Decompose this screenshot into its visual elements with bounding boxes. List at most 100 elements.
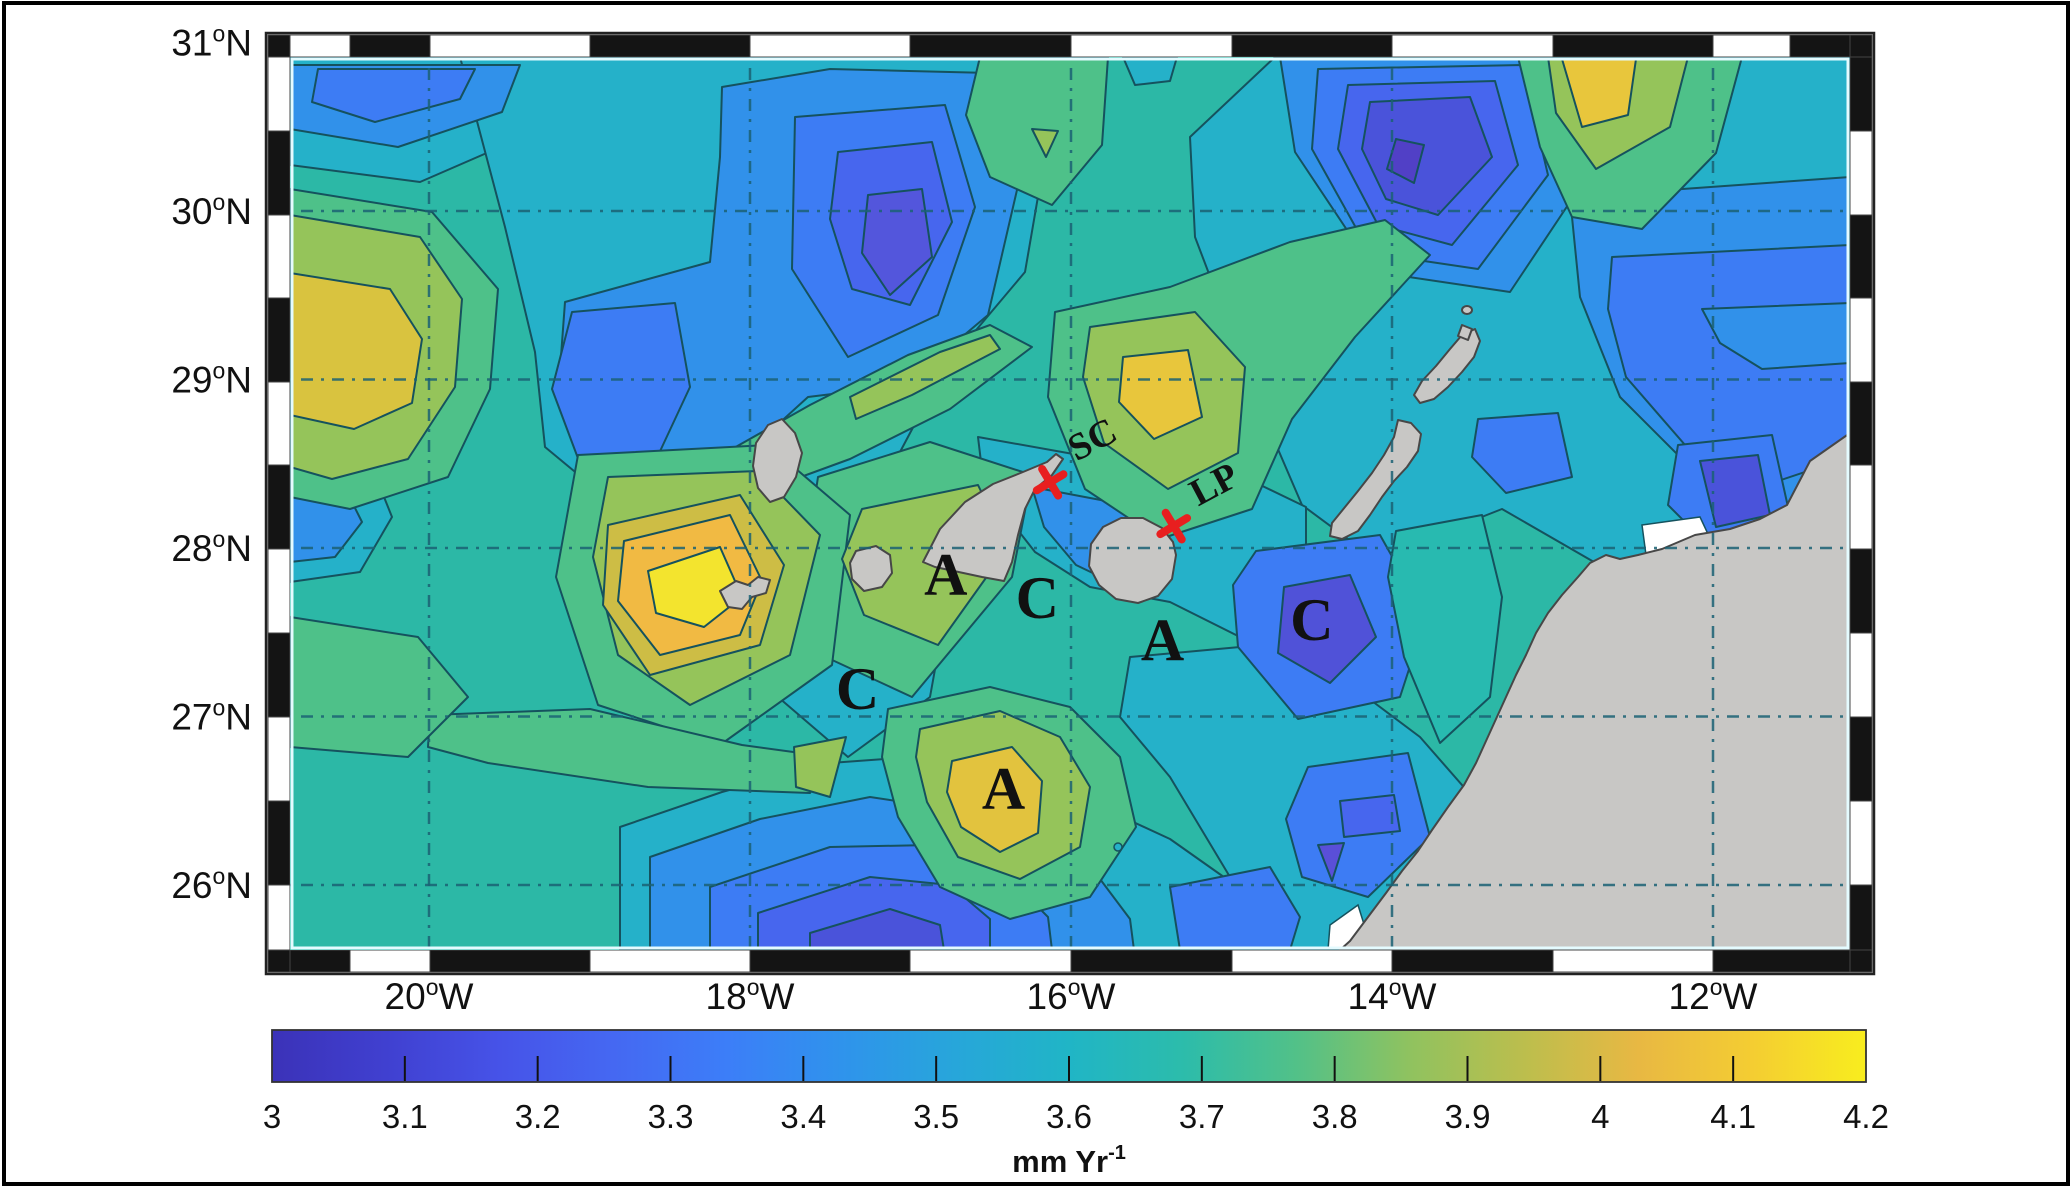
colorbar-tick-label-3.6: 3.6	[1046, 1098, 1092, 1135]
lat-tick-label-31°N: 31oN	[171, 21, 252, 64]
frame-corner-block	[267, 34, 291, 58]
lon-tick-label-16°W: 16oW	[1027, 974, 1116, 1017]
lon-tick-label-14°W: 14oW	[1348, 974, 1437, 1017]
frame-checker-segment	[1231, 34, 1393, 58]
lon-tick-label-20°W: 20oW	[385, 974, 474, 1017]
frame-checker-segment	[1789, 34, 1851, 58]
frame-checker-segment	[1712, 34, 1791, 58]
map-frame-checkered	[264, 31, 1876, 976]
frame-checker-segment	[267, 464, 291, 550]
frame-checker-segment	[267, 716, 291, 802]
colorbar-ticks	[403, 1056, 1735, 1081]
frame-checker-segment	[429, 34, 591, 58]
station-x-marker-SC	[1032, 464, 1068, 500]
islet-la-graciosa	[1457, 324, 1473, 341]
colorbar-tick-label-3.1: 3.1	[382, 1098, 428, 1135]
lon-tick-label-12°W: 12oW	[1669, 974, 1758, 1017]
colorbar-tick-labels: 3 3.1 3.2 3.3 3.4 3.5 3.6 3.7 3.8 3.9 4 4.1 4.2	[263, 1098, 1889, 1135]
lat-tick-label-26°N: 26oN	[171, 863, 252, 906]
frame-corner-block	[267, 949, 291, 973]
latitude-axis-labels: 31oN 30oN 29oN 28oN 27oN 26oN	[171, 21, 252, 907]
lat-tick-label-29°N: 29oN	[171, 358, 252, 401]
frame-checker-segment	[1231, 949, 1393, 973]
frame-checker-segment	[909, 949, 1072, 973]
longitude-axis-labels: 20oW 18oW 16oW 14oW 12oW	[385, 974, 1758, 1017]
frame-checker-segment	[267, 884, 291, 951]
island-lanzarote	[1413, 328, 1481, 404]
eddy-label-A-0: A	[924, 541, 967, 607]
frame-checker-segment	[267, 381, 291, 466]
frame-checker-segment	[349, 949, 431, 973]
frame-checker-segment	[1712, 949, 1851, 973]
frame-checker-segment	[429, 949, 591, 973]
contour-speck	[1113, 842, 1123, 852]
colorbar-tick-label-3.8: 3.8	[1312, 1098, 1358, 1135]
frame-checker-segment	[1391, 949, 1554, 973]
frame-checker-segment	[749, 949, 911, 973]
frame-checker-segment	[1849, 214, 1873, 299]
contour-bands-yellow	[290, 58, 1637, 853]
station-x-marker-LP	[1156, 508, 1192, 544]
island-el-hierro	[719, 576, 771, 610]
eddy-label-A-5: A	[982, 755, 1025, 821]
colorbar-tick-label-4.2: 4.2	[1843, 1098, 1889, 1135]
frame-checker-segment	[289, 34, 351, 58]
colorbar-tick-label-3.3: 3.3	[648, 1098, 694, 1135]
colorbar-tick-label-3.5: 3.5	[913, 1098, 959, 1135]
frame-checker-segment	[1849, 800, 1873, 886]
frame-checker-segment	[909, 34, 1072, 58]
frame-corner-block	[1849, 34, 1873, 58]
frame-checker-segment	[749, 34, 911, 58]
contour-bands-indigo	[757, 80, 1771, 950]
frame-checker-segment	[1849, 884, 1873, 951]
colorbar-tick-label-3.7: 3.7	[1179, 1098, 1225, 1135]
colorbar-tick-label-3.9: 3.9	[1445, 1098, 1491, 1135]
island-gran-canaria	[1088, 517, 1177, 604]
frame-checker-segment	[289, 949, 351, 973]
frame-checker-segment	[1391, 34, 1554, 58]
graticule	[290, 57, 1850, 950]
frame-checker-segment	[1552, 34, 1714, 58]
lat-tick-label-30°N: 30oN	[171, 189, 252, 232]
eddy-label-C-1: C	[836, 656, 879, 722]
frame-checker-segment	[267, 800, 291, 886]
frame-checker-segment	[267, 130, 291, 216]
frame-checker-segment	[1849, 632, 1873, 718]
frame-checker-segment	[267, 56, 291, 132]
frame-checker-segment	[267, 214, 291, 299]
frame-checker-segment	[349, 34, 431, 58]
lat-tick-label-28°N: 28oN	[171, 526, 252, 569]
colorbar: 3 3.1 3.2 3.3 3.4 3.5 3.6 3.7 3.8 3.9 4 4.1 4.2 mm Y…	[263, 1029, 1889, 1179]
islet-alegranza	[1461, 305, 1473, 315]
lon-tick-label-18°W: 18oW	[706, 974, 795, 1017]
eddy-label-C-2: C	[1016, 565, 1059, 631]
frame-outline	[264, 31, 1876, 976]
eddy-label-A-3: A	[1141, 607, 1184, 673]
colorbar-tick-label-4.1: 4.1	[1710, 1098, 1756, 1135]
frame-checker-segment	[1849, 716, 1873, 802]
frame-checker-segment	[1552, 949, 1714, 973]
frame-checker-segment	[267, 548, 291, 634]
colorbar-tick-label-3.4: 3.4	[780, 1098, 826, 1135]
frame-checker-segment	[589, 949, 751, 973]
frame-checker-segment	[589, 34, 751, 58]
colorbar-tick-label-4: 4	[1591, 1098, 1609, 1135]
frame-checker-segment	[1849, 548, 1873, 634]
frame-checker-segment	[1849, 464, 1873, 550]
frame-checker-segment	[1849, 56, 1873, 132]
frame-corner-block	[1849, 949, 1873, 973]
eddy-label-C-4: C	[1290, 587, 1333, 653]
frame-checker-segment	[1070, 34, 1233, 58]
plot-inner-highlight	[290, 57, 1850, 950]
frame-checker-segment	[1070, 949, 1233, 973]
island-la-palma	[752, 418, 803, 503]
colorbar-unit-label: mm Yr-1	[1012, 1142, 1126, 1179]
frame-checker-segment	[267, 297, 291, 383]
colorbar-tick-label-3: 3	[263, 1098, 281, 1135]
island-fuerteventura	[1329, 419, 1422, 540]
frame-checker-segment	[1849, 130, 1873, 216]
